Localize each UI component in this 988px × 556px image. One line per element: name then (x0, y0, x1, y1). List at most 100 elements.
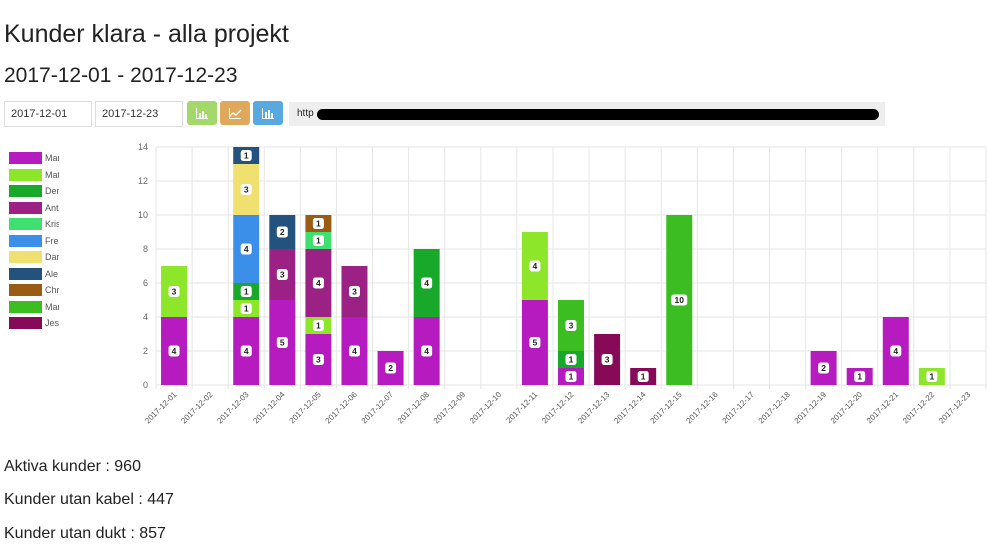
url-field[interactable]: http (289, 102, 885, 126)
data-label-badge (529, 260, 541, 272)
customers-without-cable-stat: Kunder utan kabel : 447 (4, 491, 174, 508)
data-label-badge (818, 362, 830, 374)
legend-item[interactable]: Kris (9, 218, 69, 230)
data-label-badge (240, 303, 252, 314)
to-date-input[interactable] (95, 101, 183, 127)
data-label-badge (890, 345, 902, 357)
data-label: 2 (280, 227, 285, 237)
data-label-badge (240, 345, 252, 357)
x-tick-label: 2017-12-17 (721, 390, 757, 426)
x-tick-label: 2017-12-08 (396, 390, 432, 426)
legend-label: Kris (45, 219, 59, 229)
line-chart-button[interactable] (220, 101, 250, 125)
x-tick-label: 2017-12-06 (324, 390, 360, 426)
x-tick-label: 2017-12-02 (179, 390, 215, 426)
legend-swatch (9, 267, 42, 280)
x-tick-label: 2017-12-16 (684, 390, 720, 426)
data-label: 4 (533, 261, 538, 271)
x-tick-label: 2017-12-11 (504, 390, 539, 425)
data-label: 1 (244, 287, 249, 297)
x-tick-label: 2017-12-03 (215, 390, 251, 426)
from-date-input[interactable] (4, 101, 92, 127)
x-tick-label: 2017-12-21 (865, 390, 901, 426)
data-label-badge (565, 371, 577, 382)
legend-swatch (9, 251, 42, 263)
legend-item[interactable]: Der (9, 185, 69, 197)
legend-label: Jes (45, 318, 59, 328)
legend-swatch (9, 317, 42, 329)
data-label: 4 (424, 278, 429, 288)
data-label: 3 (352, 287, 357, 297)
data-label-badge (312, 277, 324, 289)
legend-item[interactable]: Ale (9, 267, 69, 280)
data-label: 4 (244, 346, 249, 356)
legend-swatch (9, 218, 42, 230)
legend-label: Mat (45, 169, 59, 180)
redacted-url (317, 109, 879, 120)
data-label-badge (421, 345, 433, 357)
data-label: 1 (316, 321, 321, 331)
date-range-subtitle: 2017-12-01 - 2017-12-23 (4, 64, 238, 87)
data-label-badge (312, 354, 324, 365)
data-label-badge (276, 337, 288, 348)
data-label: 1 (316, 236, 321, 246)
legend-item[interactable]: Mar (9, 152, 69, 164)
x-tick-label: 2017-12-07 (360, 390, 396, 426)
data-label-badge (276, 226, 288, 238)
legend-label: Der (45, 186, 59, 196)
x-tick-label: 2017-12-05 (288, 390, 324, 426)
data-label-badge (637, 371, 649, 382)
data-label-badge (240, 150, 252, 161)
line-chart-icon (229, 107, 242, 119)
x-tick-label: 2017-12-01 (143, 390, 179, 426)
data-label: 1 (316, 219, 321, 229)
data-label-badge (168, 345, 180, 357)
x-tick-label: 2017-12-10 (468, 390, 504, 426)
data-label-badge (421, 277, 433, 289)
y-tick-label: 14 (138, 142, 148, 152)
data-label: 1 (857, 372, 862, 382)
bar-chart-icon (262, 107, 274, 119)
legend-swatch (9, 152, 42, 164)
data-label: 5 (533, 338, 538, 348)
data-label: 1 (244, 304, 249, 314)
data-label: 1 (569, 372, 574, 382)
y-tick-label: 6 (143, 278, 148, 288)
data-label: 4 (244, 244, 249, 254)
legend-label: Ale (45, 268, 59, 279)
legend-item[interactable]: Mat (9, 168, 69, 181)
x-tick-label: 2017-12-22 (901, 390, 937, 426)
data-label-badge (565, 354, 577, 365)
data-label: 1 (244, 151, 249, 161)
legend-label: Ant (45, 202, 59, 213)
legend-item[interactable]: Mar (9, 300, 69, 313)
legend-item[interactable]: Fred (9, 234, 69, 247)
legend-item[interactable]: Dar (9, 251, 69, 263)
bar-chart-button[interactable] (187, 101, 217, 125)
data-label: 3 (172, 287, 177, 297)
active-customers-stat: Aktiva kunder : 960 (4, 458, 141, 475)
data-label: 1 (569, 355, 574, 365)
legend-item[interactable]: Chr (9, 284, 69, 296)
x-tick-label: 2017-12-13 (576, 390, 612, 426)
data-label-badge (348, 345, 360, 357)
y-tick-label: 10 (138, 210, 148, 220)
legend-swatch (9, 168, 42, 181)
y-tick-label: 2 (143, 346, 148, 356)
legend-item[interactable]: Jes (9, 317, 69, 329)
x-tick-label: 2017-12-14 (612, 390, 648, 426)
data-label-badge (168, 286, 180, 297)
data-label-badge (565, 320, 577, 331)
stacked-bar-chart-button[interactable] (253, 101, 283, 125)
legend-swatch (9, 201, 42, 214)
legend-swatch (9, 234, 42, 247)
x-tick-label: 2017-12-20 (829, 390, 865, 426)
data-label: 4 (316, 278, 321, 288)
legend-item[interactable]: Ant (9, 201, 69, 214)
legend-label: Dar (45, 252, 59, 262)
x-tick-label: 2017-12-09 (432, 390, 468, 426)
data-label: 3 (244, 185, 249, 195)
data-label: 4 (352, 346, 357, 356)
data-label-badge (240, 184, 252, 195)
